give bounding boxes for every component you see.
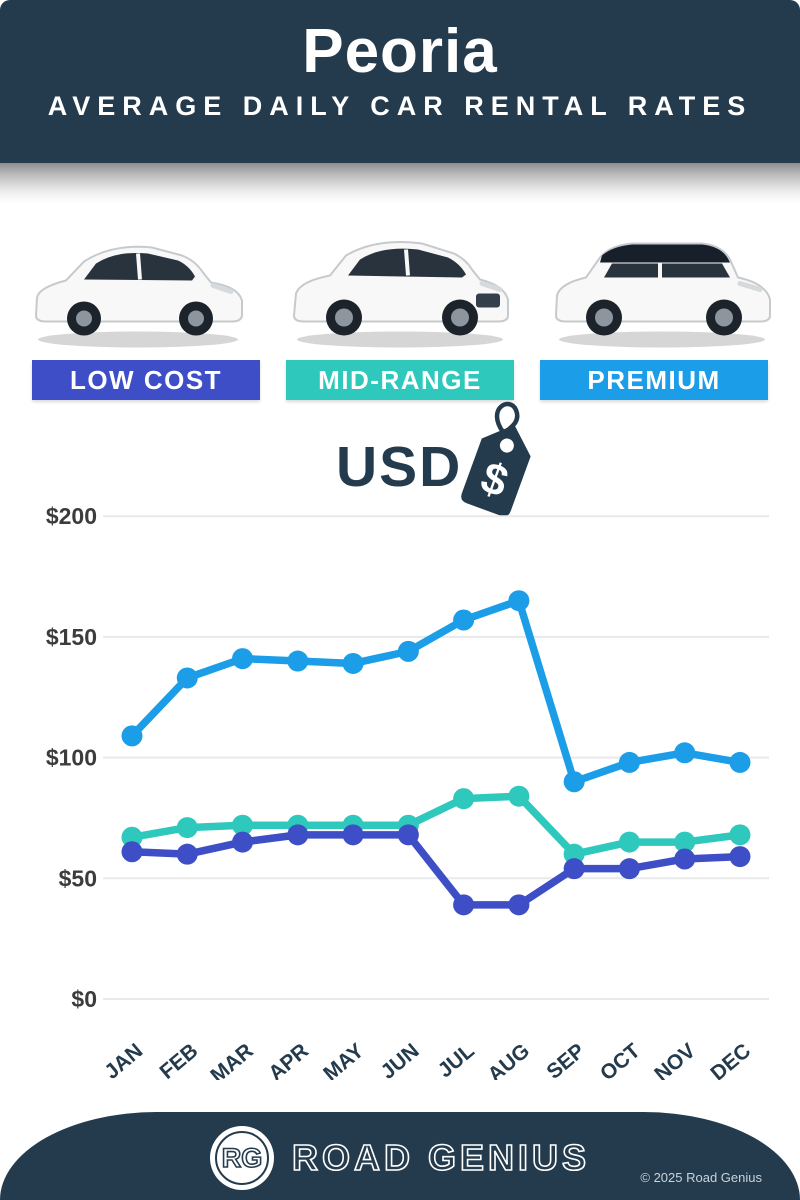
data-point (287, 650, 309, 672)
x-axis-month-label: MAR (206, 1039, 257, 1080)
data-point (729, 824, 751, 846)
y-axis-tick-label: $50 (59, 865, 97, 891)
data-point (453, 788, 475, 810)
footer-banner: RG ROAD GENIUS (0, 1112, 800, 1200)
data-point (674, 831, 696, 853)
badge-low-cost: LOW COST (32, 360, 260, 400)
data-point (618, 831, 640, 853)
x-axis-month-label: NOV (650, 1039, 700, 1080)
x-axis-month-label: APR (264, 1039, 313, 1080)
y-axis-tick-label: $100 (46, 745, 97, 771)
x-axis-month-label: OCT (596, 1039, 645, 1080)
x-axis-month-label: FEB (156, 1039, 203, 1080)
data-point (232, 831, 254, 853)
page-subtitle: AVERAGE DAILY CAR RENTAL RATES (47, 91, 753, 121)
data-point (121, 826, 143, 848)
car-image-low-cost (12, 205, 264, 355)
x-axis-month-label: JAN (100, 1039, 147, 1080)
footer-brand-row: RG ROAD GENIUS (209, 1126, 591, 1190)
rental-rates-line-chart: $200 $150 $100 $50 $0 JAN FEB MAR APR MAY JUN JUL AU… (46, 503, 769, 1080)
suv-coupe-car-icon (292, 241, 509, 348)
brand-name: ROAD GENIUS (291, 1136, 591, 1179)
data-point (342, 652, 364, 674)
data-point (508, 785, 530, 807)
x-axis-month-label: MAY (319, 1039, 368, 1080)
data-point (508, 894, 530, 916)
car-image-mid-range (274, 205, 526, 355)
currency-label: USD (336, 435, 463, 499)
y-axis-tick-label: $0 (71, 986, 97, 1012)
car-images-row (0, 205, 800, 355)
logo-initials: RG (221, 1142, 263, 1174)
y-axis-tick-label: $200 (46, 503, 97, 529)
road-genius-logo: RG (209, 1126, 274, 1190)
data-point (453, 894, 475, 916)
currency-section: USD $ (0, 398, 800, 523)
logo-ring: RG (214, 1131, 269, 1185)
category-badges-row: LOW COST MID-RANGE PREMIUM (0, 360, 800, 400)
data-point (176, 817, 198, 839)
copyright-text: © 2025 Road Genius (640, 1170, 762, 1185)
data-point (729, 846, 751, 868)
data-point (397, 824, 419, 846)
page-title: Peoria (302, 17, 498, 86)
data-point (674, 742, 696, 764)
badge-premium: PREMIUM (540, 360, 768, 400)
data-point (176, 667, 198, 689)
data-point (176, 843, 198, 865)
series-line-premium (128, 596, 744, 786)
data-point (674, 848, 696, 870)
data-point (342, 824, 364, 846)
data-point (729, 751, 751, 773)
badge-mid-range: MID-RANGE (286, 360, 514, 400)
price-tag-dollar-icon: $ (461, 401, 531, 517)
data-point (508, 590, 530, 612)
x-axis-month-label: AUG (484, 1039, 535, 1080)
suv-car-icon (554, 242, 771, 348)
data-point (232, 814, 254, 836)
x-axis-month-label: DEC (706, 1039, 755, 1080)
data-point (618, 858, 640, 880)
data-point (232, 648, 254, 670)
data-point (287, 824, 309, 846)
data-point (563, 843, 585, 865)
x-axis-month-label: JUL (434, 1039, 479, 1080)
data-point (563, 771, 585, 793)
data-point (397, 640, 419, 662)
data-point (618, 751, 640, 773)
x-axis-month-label: SEP (542, 1039, 589, 1080)
car-image-premium (536, 205, 788, 355)
header-banner: Peoria AVERAGE DAILY CAR RENTAL RATES (0, 0, 800, 163)
y-axis-tick-label: $150 (46, 624, 97, 650)
data-point (121, 841, 143, 863)
data-point (121, 725, 143, 747)
x-axis-month-label: JUN (377, 1039, 424, 1080)
header-shadow-gradient (0, 163, 800, 203)
hatchback-car-icon (34, 245, 243, 348)
data-point (563, 858, 585, 880)
data-point (453, 609, 475, 631)
